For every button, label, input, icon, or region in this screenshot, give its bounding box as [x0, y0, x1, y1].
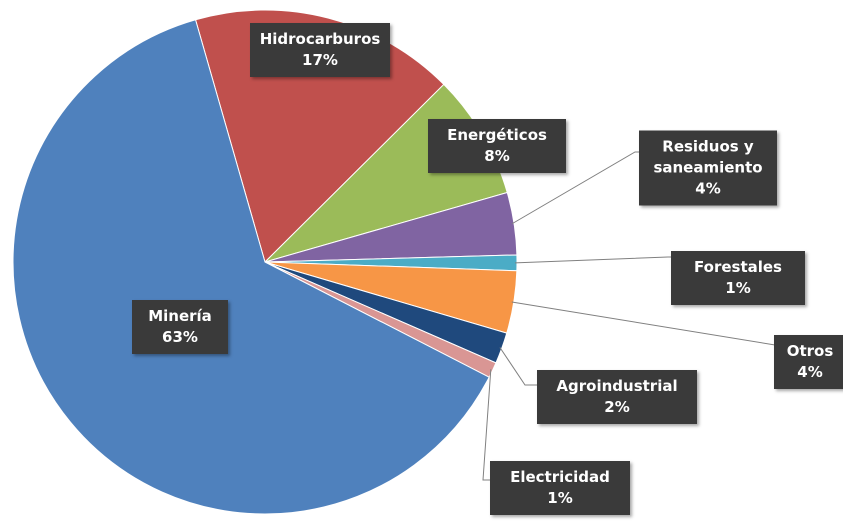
label-value: 2%	[604, 398, 630, 416]
data-label: Otros 4%	[774, 335, 843, 389]
label-value: 1%	[547, 489, 573, 507]
leader-line	[511, 151, 640, 225]
label-value: 4%	[797, 363, 823, 381]
label-value: 4%	[695, 179, 721, 198]
leader-line	[514, 256, 672, 264]
label-name: Energéticos	[447, 126, 547, 144]
data-label: Forestales 1%	[671, 251, 805, 305]
label-value: 8%	[484, 147, 510, 165]
label-name: Electricidad	[510, 468, 610, 486]
data-label: Residuos y saneamiento 4%	[639, 130, 777, 206]
data-label: Minería 63%	[132, 300, 228, 354]
label-name: Forestales	[694, 258, 782, 276]
pie-slice	[12, 19, 490, 515]
data-label: Energéticos 8%	[428, 119, 566, 173]
label-name: Hidrocarburos	[259, 30, 381, 48]
leader-line	[499, 347, 537, 386]
data-label: Hidrocarburos 17%	[250, 23, 390, 77]
leader-line	[511, 301, 778, 346]
label-name: Residuos y saneamiento	[653, 137, 763, 177]
label-name: Otros	[786, 342, 834, 360]
label-value: 1%	[725, 279, 751, 297]
leader-line	[482, 369, 492, 481]
label-name: Agroindustrial	[556, 377, 678, 395]
data-label: Electricidad 1%	[490, 461, 630, 515]
label-value: 17%	[302, 51, 338, 69]
label-name: Minería	[148, 307, 212, 325]
label-value: 63%	[162, 328, 198, 346]
data-label: Agroindustrial 2%	[537, 370, 697, 424]
